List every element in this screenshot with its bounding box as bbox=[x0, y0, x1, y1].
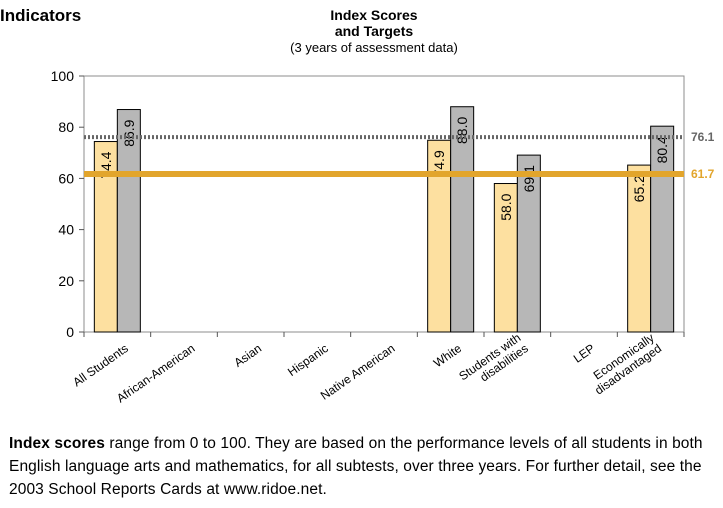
y-tick-label: 60 bbox=[58, 170, 74, 186]
footnote-text: range from 0 to 100. They are based on t… bbox=[9, 435, 703, 498]
bar-value-label: 80.4 bbox=[654, 136, 670, 163]
plot-frame bbox=[83, 75, 685, 333]
x-category-label: White bbox=[431, 341, 464, 370]
chart-axes: 0 20 40 60 80 100 bbox=[51, 68, 685, 340]
chart-bars: 74.486.974.988.058.069.1 65.280.4 bbox=[93, 106, 675, 333]
chart-subtitle: (3 years of assessment data) bbox=[290, 40, 458, 55]
bar-value-label: 86.9 bbox=[121, 119, 137, 146]
bar-value-label: 88.0 bbox=[454, 117, 470, 144]
bar-series-2 bbox=[650, 125, 675, 333]
x-category-label: LEP bbox=[571, 341, 598, 365]
y-tick-label: 0 bbox=[66, 324, 74, 340]
bar-series-2 bbox=[116, 109, 141, 333]
bar-value-label: 65.2 bbox=[631, 175, 647, 202]
footnote-bold: Index scores bbox=[9, 435, 105, 452]
x-category-label-line: Native American bbox=[318, 341, 398, 403]
bar-value-label: 74.9 bbox=[431, 150, 447, 177]
chart-title-line: Index Scores bbox=[330, 7, 417, 23]
footnote: Index scores range from 0 to 100. They a… bbox=[9, 432, 723, 501]
x-category-label-line: All Students bbox=[70, 341, 130, 389]
bar-value-label: 58.0 bbox=[498, 193, 514, 220]
chart-title-line: and Targets bbox=[335, 23, 414, 39]
bar-value-label: 69.1 bbox=[521, 165, 537, 192]
y-tick-label: 100 bbox=[51, 68, 75, 84]
y-tick-label: 80 bbox=[58, 119, 74, 135]
target-label: 76.1 bbox=[691, 130, 715, 144]
x-category-label: Hispanic bbox=[285, 341, 331, 379]
x-category-label-line: LEP bbox=[571, 341, 598, 365]
x-category-label-line: Hispanic bbox=[285, 341, 331, 379]
bar-series-2 bbox=[516, 154, 541, 333]
y-tick-label: 20 bbox=[58, 273, 74, 289]
x-category-label: Students withdisabilities bbox=[456, 331, 531, 394]
y-tick-label: 40 bbox=[58, 222, 74, 238]
chart-reference-lines: 76.1 61.7 bbox=[84, 130, 715, 181]
bar-series-2 bbox=[450, 106, 475, 333]
target-label: 61.7 bbox=[691, 167, 715, 181]
x-category-label-line: Asian bbox=[231, 341, 264, 370]
x-category-label-line: White bbox=[431, 341, 464, 370]
x-category-label: Native American bbox=[318, 341, 398, 403]
x-category-label: All Students bbox=[70, 341, 130, 389]
x-category-label: Economicallydisadvantaged bbox=[585, 331, 664, 398]
section-label: Indicators bbox=[0, 6, 82, 25]
x-category-label: Asian bbox=[231, 341, 264, 370]
